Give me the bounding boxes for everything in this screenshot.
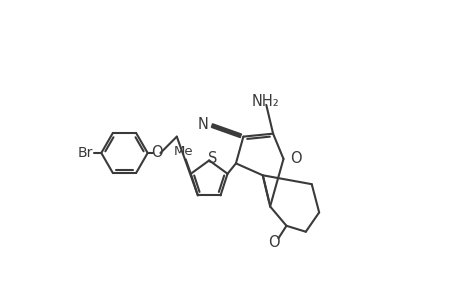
Text: Br: Br xyxy=(77,146,92,160)
Text: O: O xyxy=(267,235,279,250)
Text: O: O xyxy=(290,151,301,166)
Text: N: N xyxy=(197,117,208,132)
Text: O: O xyxy=(151,146,162,160)
Text: NH₂: NH₂ xyxy=(251,94,279,110)
Text: Me: Me xyxy=(174,145,193,158)
Text: S: S xyxy=(207,151,217,166)
